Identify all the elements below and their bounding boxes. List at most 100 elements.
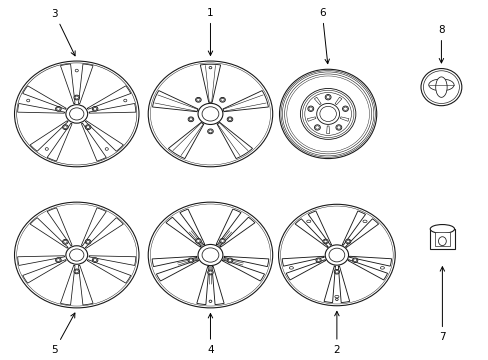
Ellipse shape — [69, 249, 84, 261]
Polygon shape — [18, 256, 64, 265]
Ellipse shape — [74, 269, 80, 274]
Polygon shape — [152, 91, 198, 112]
Ellipse shape — [57, 258, 60, 262]
Polygon shape — [61, 265, 75, 305]
Ellipse shape — [278, 204, 394, 306]
Polygon shape — [47, 123, 72, 161]
Polygon shape — [47, 208, 72, 246]
Ellipse shape — [315, 258, 321, 262]
Polygon shape — [307, 117, 315, 121]
Ellipse shape — [221, 239, 224, 242]
Ellipse shape — [150, 63, 270, 165]
Ellipse shape — [196, 239, 200, 242]
Ellipse shape — [45, 148, 48, 150]
Polygon shape — [324, 266, 335, 302]
Ellipse shape — [319, 106, 336, 122]
Ellipse shape — [334, 270, 339, 274]
Polygon shape — [314, 97, 321, 105]
Polygon shape — [222, 260, 264, 281]
Ellipse shape — [328, 248, 344, 262]
Ellipse shape — [282, 72, 373, 156]
Ellipse shape — [435, 77, 446, 97]
Ellipse shape — [438, 237, 446, 246]
Ellipse shape — [335, 270, 338, 273]
Ellipse shape — [284, 74, 371, 154]
Ellipse shape — [75, 69, 78, 72]
Ellipse shape — [75, 270, 79, 273]
Ellipse shape — [420, 68, 461, 106]
Ellipse shape — [323, 240, 326, 243]
Polygon shape — [165, 217, 201, 247]
Ellipse shape — [279, 69, 376, 158]
Ellipse shape — [93, 107, 97, 110]
Ellipse shape — [202, 248, 219, 262]
Ellipse shape — [85, 239, 91, 244]
Polygon shape — [168, 122, 203, 159]
Ellipse shape — [66, 246, 87, 264]
Polygon shape — [81, 123, 106, 161]
Ellipse shape — [228, 118, 231, 121]
Polygon shape — [338, 266, 349, 302]
Ellipse shape — [325, 95, 329, 99]
Ellipse shape — [92, 258, 98, 262]
Ellipse shape — [315, 126, 319, 129]
Polygon shape — [18, 103, 64, 113]
Text: 1: 1 — [207, 8, 213, 55]
Text: 2: 2 — [333, 311, 340, 355]
Text: 4: 4 — [207, 314, 213, 355]
Polygon shape — [79, 265, 93, 305]
Ellipse shape — [63, 126, 67, 129]
Ellipse shape — [428, 79, 453, 91]
Ellipse shape — [148, 202, 272, 308]
Polygon shape — [23, 260, 66, 283]
Ellipse shape — [148, 61, 272, 167]
Ellipse shape — [322, 239, 327, 244]
Ellipse shape — [300, 89, 355, 139]
Polygon shape — [30, 121, 68, 151]
Ellipse shape — [189, 118, 192, 121]
Ellipse shape — [335, 298, 338, 301]
Polygon shape — [217, 122, 252, 159]
Ellipse shape — [342, 106, 347, 111]
Ellipse shape — [56, 107, 61, 111]
FancyBboxPatch shape — [429, 229, 454, 249]
Ellipse shape — [150, 204, 270, 306]
Ellipse shape — [221, 98, 224, 101]
Ellipse shape — [123, 99, 126, 102]
Polygon shape — [87, 260, 130, 283]
Ellipse shape — [56, 258, 61, 262]
Ellipse shape — [198, 103, 223, 125]
Ellipse shape — [302, 90, 353, 138]
Ellipse shape — [429, 225, 454, 233]
Ellipse shape — [353, 259, 356, 262]
Polygon shape — [347, 260, 387, 280]
Ellipse shape — [86, 126, 90, 129]
Ellipse shape — [208, 271, 212, 274]
Polygon shape — [340, 117, 348, 121]
Polygon shape — [307, 211, 331, 245]
Text: 3: 3 — [51, 9, 75, 56]
Ellipse shape — [86, 240, 90, 243]
Polygon shape — [85, 121, 123, 151]
Polygon shape — [23, 86, 66, 109]
Ellipse shape — [209, 300, 211, 302]
Polygon shape — [156, 260, 198, 281]
Ellipse shape — [202, 107, 219, 121]
Ellipse shape — [196, 98, 200, 101]
Ellipse shape — [195, 98, 201, 102]
Ellipse shape — [198, 244, 223, 266]
Ellipse shape — [343, 107, 346, 111]
Ellipse shape — [189, 259, 192, 262]
Ellipse shape — [227, 258, 232, 263]
Polygon shape — [180, 209, 204, 245]
Ellipse shape — [316, 259, 320, 262]
Ellipse shape — [209, 67, 211, 69]
Ellipse shape — [92, 107, 98, 111]
Polygon shape — [295, 219, 327, 247]
Ellipse shape — [17, 204, 137, 306]
Polygon shape — [334, 97, 341, 105]
Ellipse shape — [85, 125, 91, 130]
Ellipse shape — [105, 148, 108, 150]
Polygon shape — [342, 211, 365, 245]
Polygon shape — [216, 209, 241, 245]
